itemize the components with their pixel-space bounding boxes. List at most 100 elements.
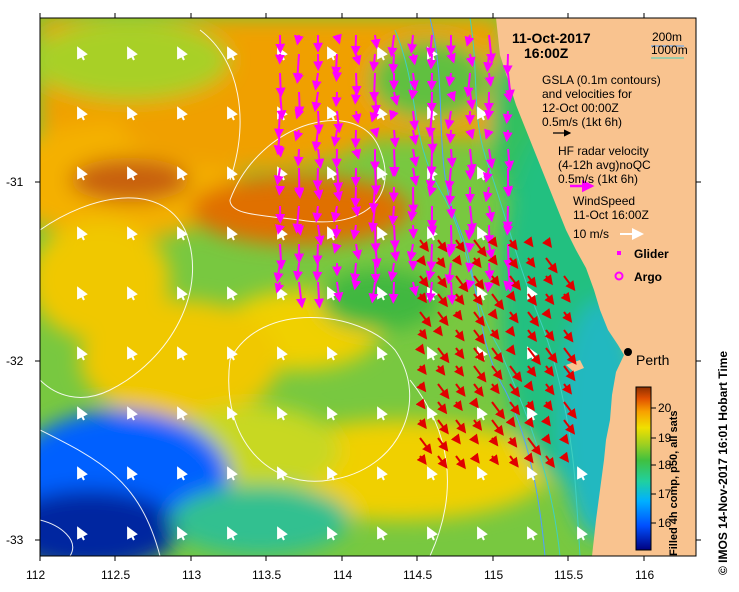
hf-arrow bbox=[333, 281, 344, 303]
wind-arrow bbox=[427, 406, 438, 421]
radar-arrow bbox=[563, 365, 576, 382]
wind-arrow bbox=[77, 166, 88, 181]
hf-arrow bbox=[311, 91, 322, 113]
hf-arrow bbox=[275, 185, 286, 196]
wind-scale: 10 m/s bbox=[573, 227, 610, 241]
radar-arrow bbox=[473, 365, 487, 383]
wind-arrow bbox=[427, 526, 438, 541]
hf-arrow bbox=[351, 148, 362, 160]
hf-arrow bbox=[333, 167, 344, 193]
hf-arrow bbox=[389, 129, 400, 148]
wind-arrow bbox=[127, 406, 138, 421]
radar-arrow bbox=[542, 237, 553, 249]
hf-arrow bbox=[331, 224, 342, 240]
radar-arrow bbox=[525, 256, 536, 268]
radar-arrow bbox=[472, 419, 483, 431]
radar-arrow bbox=[437, 311, 449, 327]
hf-radar-arrows bbox=[273, 33, 515, 309]
radar-arrow bbox=[488, 454, 499, 466]
hf-arrow bbox=[296, 281, 306, 309]
wind-arrow bbox=[527, 466, 538, 481]
hf-arrow bbox=[390, 243, 401, 262]
radar-arrow bbox=[417, 328, 428, 340]
hf-arrow bbox=[502, 53, 513, 76]
hf-arrow bbox=[275, 243, 286, 271]
wind-arrow bbox=[477, 106, 488, 121]
wind-arrow bbox=[327, 466, 338, 481]
bathy-1000-label: 1000m bbox=[651, 43, 688, 57]
wind-line1: WindSpeed bbox=[573, 194, 636, 208]
hf-arrow bbox=[332, 71, 343, 83]
bathy-200-label: 200m bbox=[652, 30, 683, 44]
radar-arrow bbox=[544, 329, 555, 342]
hf-arrow bbox=[331, 53, 342, 77]
wind-arrow bbox=[277, 466, 288, 481]
cb-tick-17: 17 bbox=[658, 487, 672, 501]
radar-arrow bbox=[509, 365, 523, 383]
wind-arrow bbox=[77, 466, 88, 481]
wind-arrow bbox=[277, 346, 288, 361]
x-tick-114.5: 114.5 bbox=[403, 568, 433, 582]
hf-arrow bbox=[445, 129, 456, 144]
hf-arrow bbox=[390, 91, 400, 106]
hf-arrow bbox=[274, 147, 285, 158]
radar-arrow bbox=[487, 236, 498, 248]
wind-arrow bbox=[177, 286, 188, 301]
radar-arrow bbox=[545, 347, 558, 364]
hf-arrow bbox=[371, 243, 382, 269]
hf-arrow bbox=[446, 281, 457, 305]
radar-arrow bbox=[509, 275, 522, 291]
radar-arrow bbox=[542, 400, 553, 412]
radar-arrow bbox=[451, 254, 462, 266]
hf-arrow bbox=[389, 109, 399, 121]
radar-arrow bbox=[563, 329, 574, 343]
wind-arrow bbox=[177, 106, 188, 121]
radar-arrow bbox=[563, 347, 577, 365]
hf-arrow bbox=[368, 205, 379, 233]
radar-arrow bbox=[454, 347, 465, 360]
radar-arrow bbox=[509, 383, 521, 398]
hf-arrow bbox=[292, 262, 303, 282]
wind-arrow bbox=[577, 526, 588, 541]
radar-arrow bbox=[523, 380, 534, 392]
wind-arrow bbox=[127, 526, 138, 541]
wind-arrow bbox=[377, 406, 388, 421]
radar-arrow bbox=[468, 433, 479, 445]
radar-arrow bbox=[454, 293, 465, 306]
hf-arrow bbox=[485, 148, 496, 169]
radar-arrow bbox=[508, 311, 519, 324]
radar-arrow bbox=[419, 437, 433, 455]
hf-arrow bbox=[464, 34, 475, 47]
radar-arrow bbox=[544, 383, 555, 396]
hf-arrow bbox=[313, 186, 324, 201]
radar-arrow bbox=[542, 274, 553, 286]
wind-arrow bbox=[127, 106, 138, 121]
wind-arrow bbox=[327, 346, 338, 361]
radar-arrow bbox=[526, 329, 537, 342]
wind-arrow bbox=[177, 466, 188, 481]
hf-arrow bbox=[503, 280, 514, 292]
radar-arrow bbox=[437, 275, 448, 289]
wind-arrow bbox=[227, 106, 238, 121]
hf-arrow bbox=[312, 167, 323, 191]
radar-arrow bbox=[526, 365, 537, 378]
wind-arrow bbox=[77, 106, 88, 121]
glider-label: Glider bbox=[634, 247, 669, 261]
hf-arrow bbox=[486, 34, 496, 64]
y-tick-33: -33 bbox=[6, 533, 24, 547]
hf-arrow bbox=[312, 243, 323, 266]
hf-arrow bbox=[388, 281, 399, 304]
hf-arrow bbox=[484, 262, 495, 281]
wind-arrow bbox=[77, 346, 88, 361]
hf-arrow bbox=[502, 224, 513, 236]
hf-arrow bbox=[350, 91, 361, 105]
hf-arrow bbox=[369, 53, 380, 72]
wind-arrow bbox=[227, 46, 238, 61]
x-tick-112.5: 112.5 bbox=[101, 568, 131, 582]
wind-arrow bbox=[177, 346, 188, 361]
radar-arrow bbox=[563, 401, 577, 420]
radar-arrow bbox=[419, 311, 432, 328]
wind-arrow bbox=[127, 286, 138, 301]
radar-arrow bbox=[455, 383, 466, 397]
hf-arrow bbox=[351, 279, 362, 291]
